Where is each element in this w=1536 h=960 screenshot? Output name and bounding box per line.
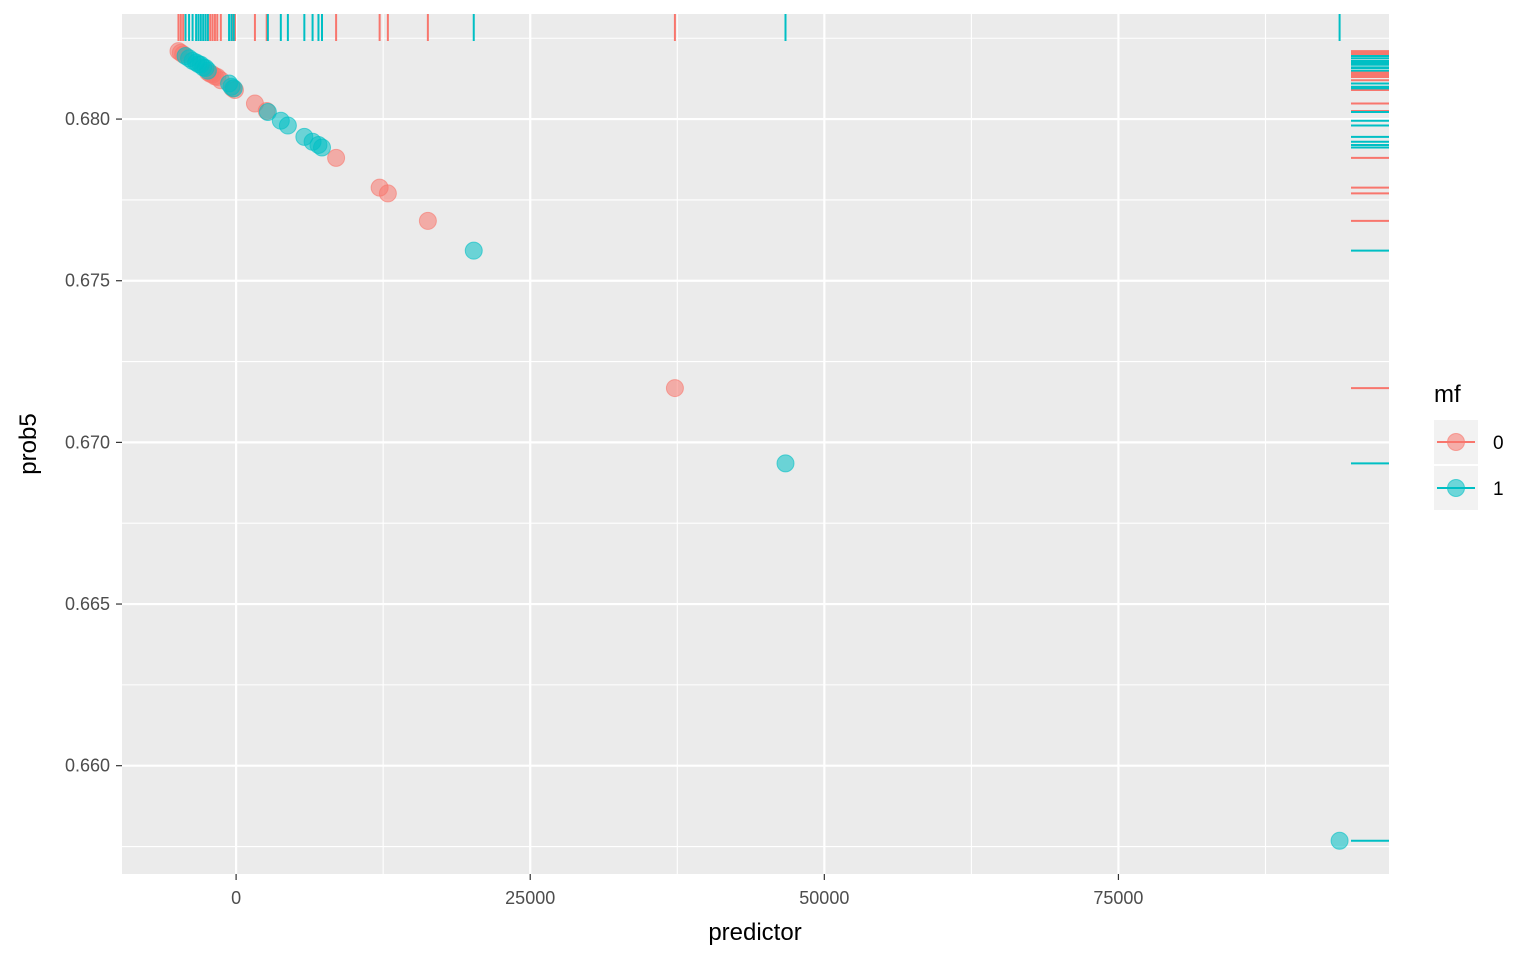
x-tick-label: 0 bbox=[231, 888, 241, 908]
legend: mf 01 bbox=[1434, 381, 1504, 510]
data-point bbox=[464, 241, 483, 260]
y-tick-label: 0.660 bbox=[65, 756, 110, 776]
data-points bbox=[169, 42, 1349, 850]
data-point bbox=[418, 211, 437, 230]
y-axis: 0.660 0.665 0.670 0.675 0.680 bbox=[65, 109, 122, 776]
data-point bbox=[224, 79, 243, 98]
x-tick-label: 25000 bbox=[505, 888, 555, 908]
rug-right bbox=[1351, 50, 1389, 842]
rug-top bbox=[177, 14, 1341, 41]
data-point bbox=[312, 138, 331, 157]
data-point bbox=[665, 379, 684, 398]
y-tick-label: 0.670 bbox=[65, 432, 110, 452]
data-point bbox=[198, 61, 217, 80]
data-point bbox=[278, 116, 297, 135]
x-axis-title: predictor bbox=[708, 919, 801, 946]
x-tick-label: 75000 bbox=[1093, 888, 1143, 908]
y-tick-label: 0.680 bbox=[65, 109, 110, 129]
data-point bbox=[327, 148, 346, 167]
y-axis-title: prob5 bbox=[15, 413, 42, 474]
y-tick-label: 0.675 bbox=[65, 271, 110, 291]
legend-label: 0 bbox=[1493, 433, 1504, 454]
legend-key-point bbox=[1447, 479, 1465, 497]
legend-keys: 01 bbox=[1434, 420, 1504, 510]
x-axis: 0 25000 50000 75000 bbox=[231, 874, 1143, 908]
data-point bbox=[1330, 831, 1349, 850]
minor-gridlines bbox=[122, 14, 1389, 874]
major-gridlines bbox=[122, 14, 1389, 874]
x-tick-label: 50000 bbox=[799, 888, 849, 908]
data-point bbox=[378, 184, 397, 203]
legend-title: mf bbox=[1434, 381, 1461, 408]
legend-key-point bbox=[1447, 433, 1465, 451]
legend-label: 1 bbox=[1493, 479, 1504, 500]
data-point bbox=[258, 102, 277, 121]
data-point bbox=[776, 454, 795, 473]
y-tick-label: 0.665 bbox=[65, 594, 110, 614]
